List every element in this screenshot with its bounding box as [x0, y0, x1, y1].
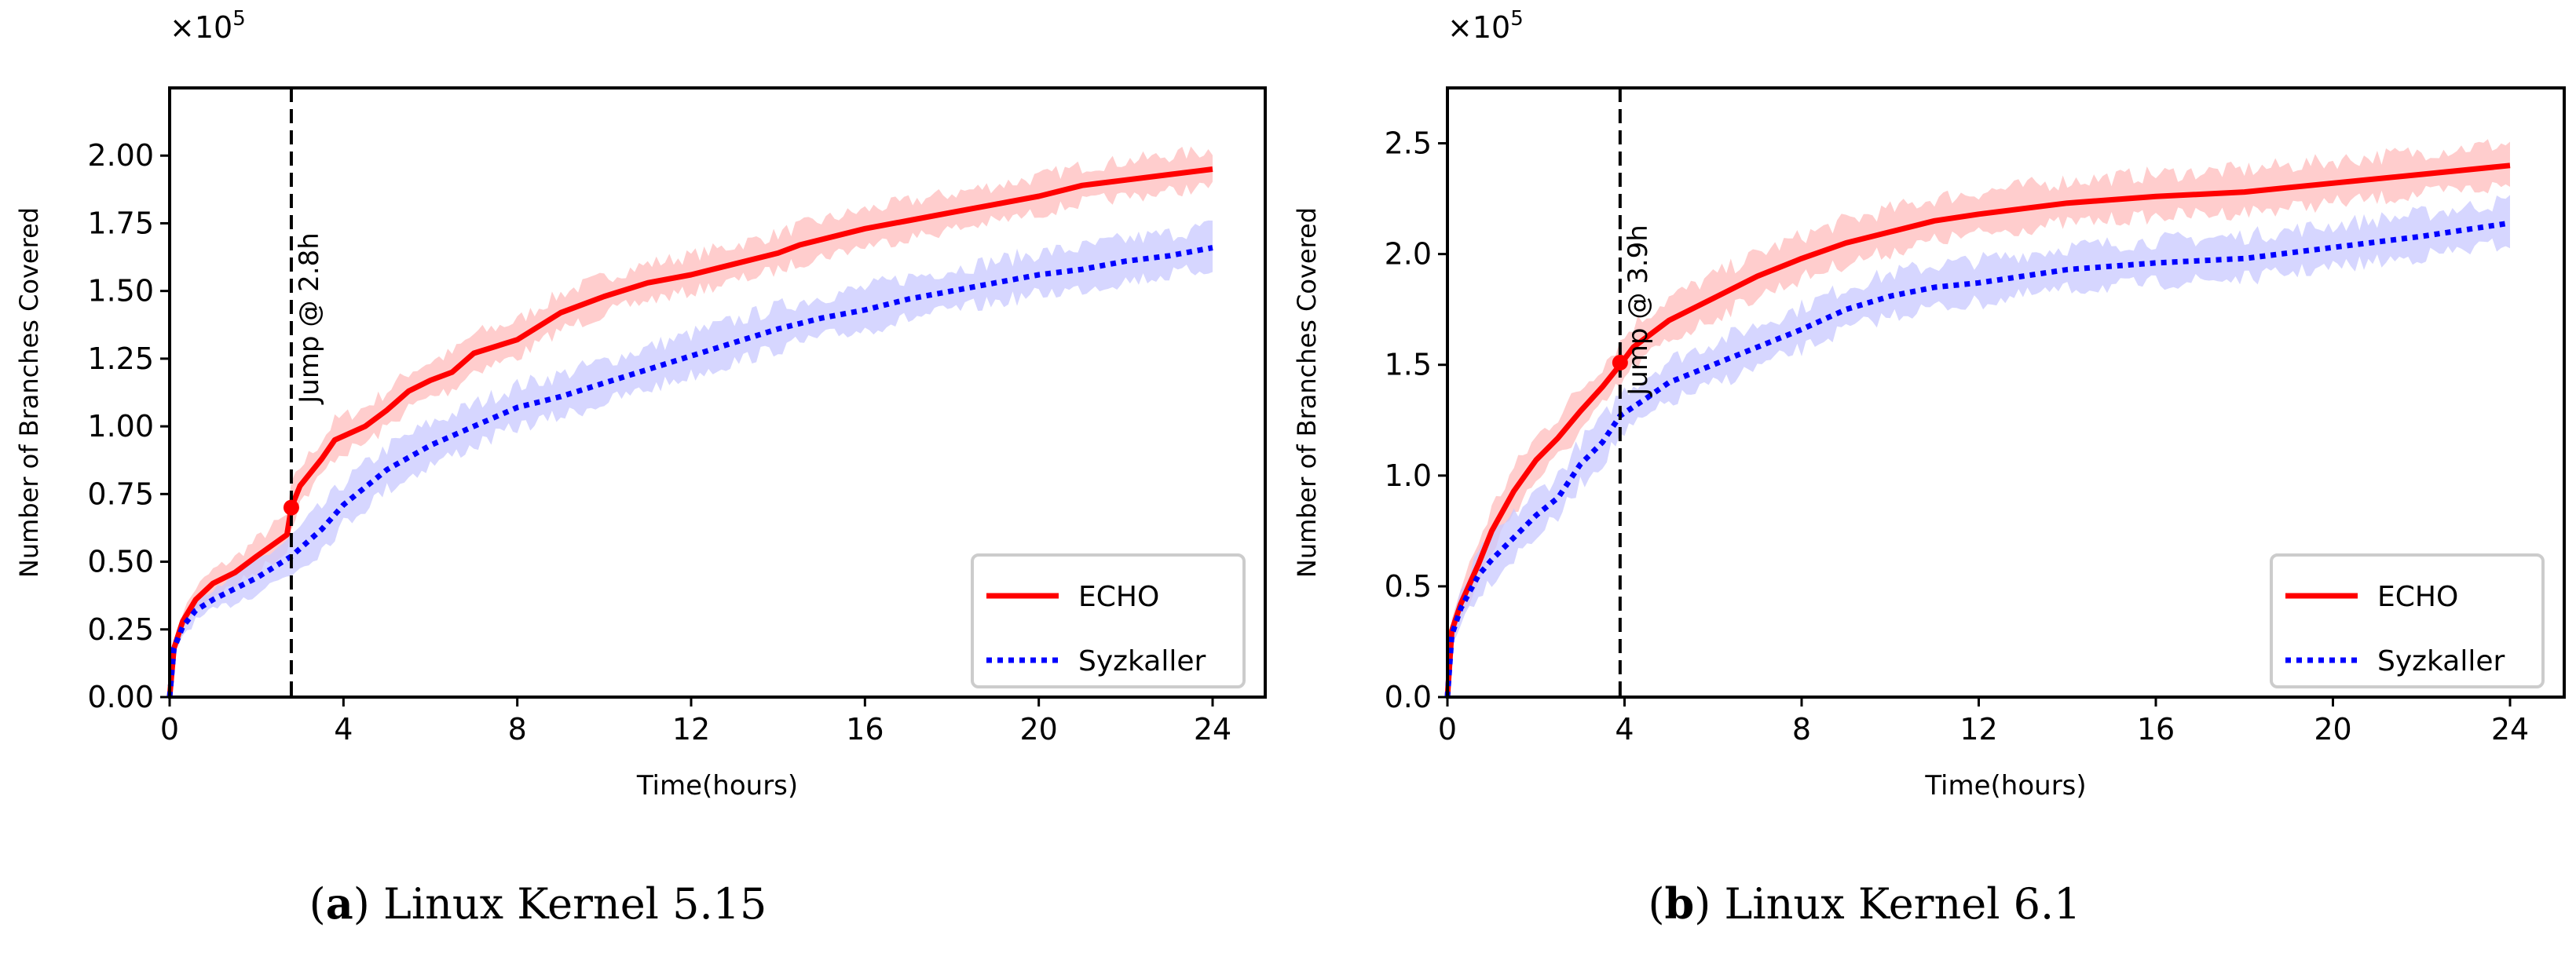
y-tick-label: 0.5: [1385, 569, 1432, 604]
jump-annotation: Jump @ 2.8h: [294, 232, 325, 405]
y-tick-label: 0.00: [87, 680, 154, 714]
axes-frame: [168, 86, 1267, 699]
x-tick-label: 4: [334, 712, 353, 747]
y-multiplier-base: ×10: [170, 10, 232, 45]
y-tick-label: 1.75: [87, 206, 154, 240]
caption-open: (: [1648, 879, 1664, 929]
y-tick-label: 2.0: [1385, 237, 1432, 272]
jump-marker: [283, 499, 299, 516]
x-axis-label: Time(hours): [636, 770, 798, 801]
x-tick-label: 16: [846, 712, 884, 747]
y-multiplier-base: ×10: [1447, 10, 1510, 45]
y-tick-label: 1.00: [87, 409, 154, 444]
y-tick-label: 1.25: [87, 341, 154, 376]
axes-frame: [1446, 86, 2566, 699]
x-tick-label: 12: [672, 712, 710, 747]
x-tick-label: 0: [1438, 712, 1457, 747]
x-tick-label: 16: [2137, 712, 2175, 747]
caption: (b) Linux Kernel 6.1: [1648, 878, 2080, 929]
series-line-syzkaller: [166, 245, 1213, 698]
y-tick-label: 2.5: [1385, 126, 1432, 161]
chart-panel-b: Jump @ 3.9h 0 4 8 12 16 20 24 0.0 0.5 1.0 1.5 2.0 2.5…: [1292, 7, 2566, 929]
legend: ECHO Syzkaller: [2270, 553, 2545, 688]
jump-annotation: Jump @ 3.9h: [1623, 225, 1654, 397]
band-syzkaller: [1447, 195, 2510, 697]
legend-box: [2270, 553, 2545, 688]
x-tick-label: 8: [508, 712, 527, 747]
x-tick-label: 12: [1959, 712, 1997, 747]
x-tick-label: 0: [160, 712, 179, 747]
chart-panel-a: Jump @ 2.8h 0 4 8 12 16 20 24 0.00 0.25 0.50 0.75 1.…: [14, 7, 1267, 929]
y-multiplier-exp: 5: [232, 7, 246, 31]
caption-close: ): [1694, 879, 1724, 929]
y-tick-label: 1.5: [1385, 348, 1432, 382]
legend-label-syzkaller: Syzkaller: [1078, 645, 1206, 677]
band-syzkaller: [170, 220, 1213, 697]
x-tick-label: 8: [1792, 712, 1811, 747]
caption-close: ): [353, 879, 383, 929]
y-tick-label: 0.0: [1385, 680, 1432, 714]
y-multiplier: ×105: [170, 7, 246, 45]
y-tick-label: 1.50: [87, 274, 154, 309]
x-tick-label: 20: [1019, 712, 1057, 747]
y-axis-label: Number of Branches Covered: [14, 207, 44, 578]
x-tick-label: 24: [2491, 712, 2529, 747]
jump-marker: [1612, 354, 1628, 371]
legend-label-echo: ECHO: [2377, 581, 2458, 613]
caption-tag: a: [326, 878, 353, 929]
series-line-echo: [1444, 162, 2511, 698]
caption-text: Linux Kernel 5.15: [383, 879, 767, 929]
y-tick-label: 1.0: [1385, 458, 1432, 493]
x-tick-label: 20: [2314, 712, 2351, 747]
series-line-echo: [166, 166, 1213, 698]
band-echo: [1447, 139, 2510, 697]
caption-open: (: [309, 879, 326, 929]
y-tick-label: 0.75: [87, 476, 154, 511]
y-tick-label: 2.00: [87, 138, 154, 173]
x-tick-label: 24: [1194, 712, 1231, 747]
series-line-syzkaller: [1444, 220, 2511, 698]
x-tick-label: 4: [1615, 712, 1634, 747]
legend: ECHO Syzkaller: [971, 553, 1246, 688]
y-multiplier-exp: 5: [1510, 7, 1524, 31]
x-axis-label: Time(hours): [1924, 770, 2086, 801]
legend-label-syzkaller: Syzkaller: [2377, 645, 2505, 677]
y-tick-label: 0.25: [87, 612, 154, 647]
caption-tag: b: [1665, 878, 1695, 929]
caption: (a) Linux Kernel 5.15: [309, 878, 767, 929]
legend-label-echo: ECHO: [1078, 581, 1159, 613]
y-multiplier: ×105: [1447, 7, 1524, 45]
band-echo: [170, 146, 1213, 698]
y-axis-label: Number of Branches Covered: [1292, 207, 1322, 578]
legend-box: [971, 553, 1246, 688]
caption-text: Linux Kernel 6.1: [1725, 879, 2081, 929]
y-tick-label: 0.50: [87, 545, 154, 579]
